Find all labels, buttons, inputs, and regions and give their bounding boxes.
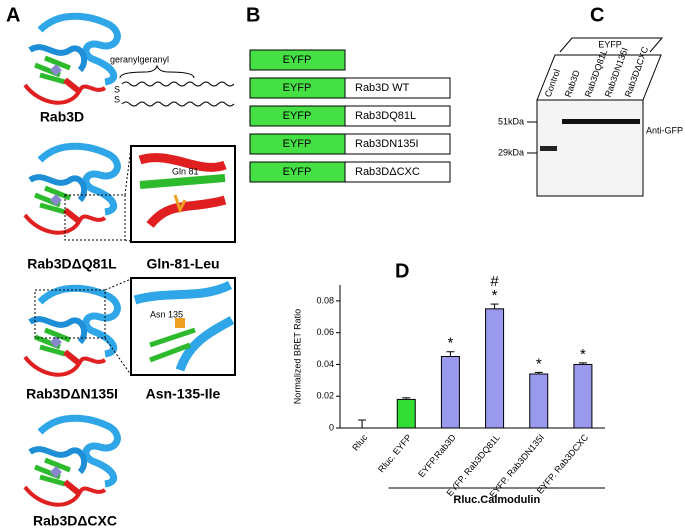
zoom-title: Asn-135-Ile xyxy=(146,386,221,402)
x-tick-label: Rluc. EYFP xyxy=(376,432,414,474)
x-axis-label: Rluc.Calmodulin xyxy=(453,494,540,506)
y-tick-label: 0 xyxy=(329,422,334,432)
band xyxy=(540,146,557,151)
marker-label: 51kDa xyxy=(498,116,524,126)
residue-label: Asn 135 xyxy=(150,309,183,319)
construct-list: EYFP EYFP Rab3D WT EYFP Rab3DQ81L EYFP Rab3DN1… xyxy=(249,49,451,183)
panel-label: A xyxy=(6,4,20,26)
lipid-label: geranylgeranyl xyxy=(110,54,169,64)
structure-name: Rab3DΔCXC xyxy=(33,513,117,529)
band xyxy=(562,119,640,124)
tag-label: EYFP xyxy=(283,54,312,66)
construct-box xyxy=(344,161,451,183)
significance-marker: * xyxy=(492,287,498,304)
brace xyxy=(119,64,195,79)
significance-marker: * xyxy=(536,355,542,372)
x-tick-label: EYFP.Rab3D xyxy=(416,432,458,479)
bar xyxy=(573,363,593,429)
residue-label: Gln 81 xyxy=(172,166,199,176)
bar xyxy=(485,308,505,429)
marker-tick xyxy=(527,121,537,154)
panel-label: B xyxy=(246,4,260,26)
sulfur: S xyxy=(114,84,120,94)
zoom-region xyxy=(64,194,126,241)
lane-box xyxy=(536,54,662,101)
y-tick-label: 0.06 xyxy=(316,327,334,337)
significance-marker: # xyxy=(490,273,499,290)
y-tick-label: 0.02 xyxy=(316,391,334,401)
tag-label: EYFP xyxy=(283,82,312,94)
residue xyxy=(173,194,187,214)
lane-label: Control xyxy=(543,68,562,99)
significance-marker: * xyxy=(580,346,586,363)
protein-structure xyxy=(25,16,117,102)
tag-label: EYFP xyxy=(283,166,312,178)
y-tick-label: 0.08 xyxy=(316,295,334,305)
construct-label: Rab3DΔCXC xyxy=(355,166,420,178)
marker-label: 29kDa xyxy=(498,147,524,157)
y-tick-label: 0.04 xyxy=(316,359,334,369)
lane-label: Rab3D xyxy=(563,68,582,98)
construct-box xyxy=(344,133,451,155)
tag-box xyxy=(249,49,346,71)
zoom-connector xyxy=(104,278,132,376)
lipid-chain xyxy=(121,101,235,107)
significance-marker: * xyxy=(447,335,453,352)
structure-name: Rab3D xyxy=(40,109,84,125)
y-axis-label: Normalized BRET Ratio xyxy=(292,309,302,404)
lipid-chain xyxy=(121,81,235,87)
group-label: EYFP xyxy=(598,39,622,49)
panel-label: D xyxy=(395,260,409,282)
zoom-region xyxy=(34,289,106,339)
group-bracket xyxy=(559,37,664,53)
structure-name: Rab3DΔN135I xyxy=(26,386,118,402)
zoom-ribbon xyxy=(133,280,235,372)
zoom-ribbon xyxy=(149,327,196,363)
bar xyxy=(529,373,549,429)
protein-structure xyxy=(25,288,117,374)
panel-label: C xyxy=(590,4,604,26)
construct-box xyxy=(344,105,451,127)
bar xyxy=(396,398,416,429)
zoom-title: Gln-81-Leu xyxy=(146,256,219,272)
protein-structure xyxy=(25,146,117,232)
construct-label: Rab3DQ81L xyxy=(355,110,416,122)
protein-structure xyxy=(25,418,117,504)
bar-chart: D Normalized BRET Ratio 0 0.02 0.04 0.06 0.08 R… xyxy=(292,260,605,506)
tag-label: EYFP xyxy=(283,138,312,150)
construct-label: Rab3DN135I xyxy=(355,138,419,150)
construct-label: Rab3D WT xyxy=(355,82,410,94)
antibody-label: Anti-GFP xyxy=(646,125,683,135)
structure-name: Rab3DΔQ81L xyxy=(27,256,117,272)
sulfur: S xyxy=(114,94,120,104)
bar xyxy=(440,356,460,429)
tag-label: EYFP xyxy=(283,110,312,122)
x-tick-label: Rluc xyxy=(350,432,370,453)
construct-box xyxy=(344,77,451,99)
residue xyxy=(175,318,185,328)
zoom-ribbon xyxy=(139,174,226,189)
